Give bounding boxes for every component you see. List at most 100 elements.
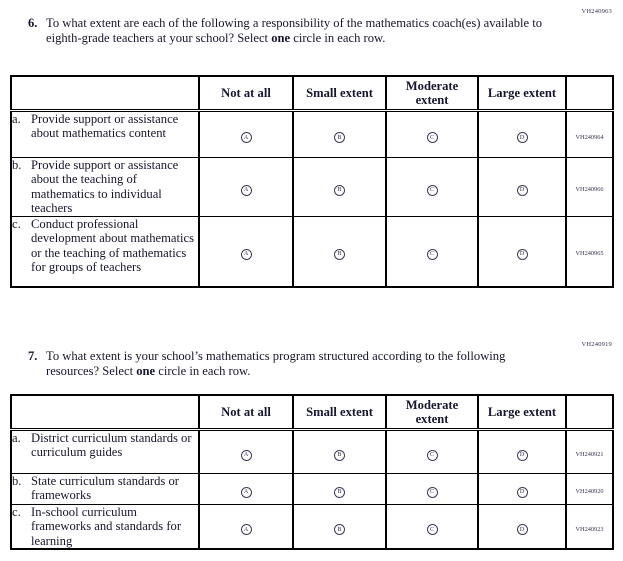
column-header-not-at-all: Not at all: [198, 394, 294, 432]
header-blank-label: [10, 394, 200, 432]
answer-circle-c[interactable]: C: [426, 184, 438, 196]
answer-circle-c[interactable]: C: [426, 486, 438, 498]
answer-cell-small-extent: B: [292, 157, 387, 218]
row-code: VH240921: [575, 451, 604, 459]
table-row-b: b. Provide support or assistance about th…: [10, 157, 614, 218]
answer-cell-small-extent: B: [292, 110, 387, 159]
answer-circle-a[interactable]: A: [240, 449, 252, 461]
answer-circle-b[interactable]: B: [334, 132, 345, 144]
row-code: VH240965: [575, 250, 604, 258]
answer-cell-not-at-all: A: [198, 504, 294, 550]
column-header-large-extent: Large extent: [477, 394, 567, 432]
answer-cell-large-extent: D: [477, 157, 567, 218]
row-label-cell: a. District curriculum standards or curri…: [10, 429, 200, 475]
column-header-moderate-extent: Moderate extent: [385, 75, 479, 113]
answer-cell-moderate-extent: C: [385, 473, 479, 506]
answer-circle-a[interactable]: A: [240, 248, 252, 260]
row-code: VH240923: [575, 525, 604, 533]
question-6-text-bold: one: [271, 30, 291, 45]
row-label-cell: b. Provide support or assistance about th…: [10, 157, 200, 218]
answer-circle-b[interactable]: B: [334, 248, 345, 260]
answer-circle-c[interactable]: C: [426, 524, 438, 536]
row-label-cell: b. State curriculum standards or framewor…: [10, 473, 200, 506]
answer-cell-large-extent: D: [477, 473, 567, 506]
answer-circle-d[interactable]: D: [516, 486, 528, 498]
answer-circle-a[interactable]: A: [240, 132, 252, 144]
header-blank-label: [10, 75, 200, 113]
answer-circle-d[interactable]: D: [516, 524, 528, 536]
answer-cell-small-extent: B: [292, 504, 387, 550]
question-7-text-after: circle in each row.: [155, 363, 251, 378]
column-header-not-at-all: Not at all: [198, 75, 294, 113]
question-7: 7. To what extent is your school’s mathe…: [28, 349, 548, 378]
table-header-row: Not at all Small extent Moderate extent …: [10, 75, 614, 113]
row-letter: a.: [12, 431, 21, 446]
answer-cell-moderate-extent: C: [385, 504, 479, 550]
question-6-response-table: Not at all Small extent Moderate extent …: [10, 75, 614, 288]
row-code: VH240966: [575, 186, 604, 194]
row-code-cell: VH240920: [565, 473, 614, 506]
answer-circle-a[interactable]: A: [240, 524, 252, 536]
question-7-text-bold: one: [136, 363, 156, 378]
question-6-text-after: circle in each row.: [290, 30, 386, 45]
question-6-accession-code: VH240963: [581, 8, 612, 15]
answer-circle-c[interactable]: C: [426, 449, 438, 461]
answer-circle-c[interactable]: C: [426, 248, 438, 260]
row-label-cell: c. In-school curriculum frameworks and st…: [10, 504, 200, 550]
row-label: State curriculum standards or frameworks: [31, 474, 179, 503]
header-blank-code: [565, 394, 614, 432]
row-code-cell: VH240965: [565, 216, 614, 288]
answer-cell-large-extent: D: [477, 216, 567, 288]
row-letter: c.: [12, 217, 21, 232]
answer-circle-b[interactable]: B: [334, 184, 345, 196]
question-7-response-table: Not at all Small extent Moderate extent …: [10, 394, 614, 550]
row-label: District curriculum standards or curricu…: [31, 431, 192, 460]
row-label: In-school curriculum frameworks and stan…: [31, 505, 182, 548]
row-label-cell: a. Provide support or assistance about ma…: [10, 110, 200, 159]
table-header-row: Not at all Small extent Moderate extent …: [10, 394, 614, 432]
row-letter: a.: [12, 112, 21, 127]
row-code-cell: VH240964: [565, 110, 614, 159]
question-6-number: 6.: [28, 16, 38, 30]
answer-cell-small-extent: B: [292, 216, 387, 288]
answer-cell-moderate-extent: C: [385, 157, 479, 218]
question-7-text: To what extent is your school’s mathemat…: [46, 349, 546, 378]
answer-cell-small-extent: B: [292, 429, 387, 475]
answer-cell-not-at-all: A: [198, 216, 294, 288]
answer-cell-not-at-all: A: [198, 110, 294, 159]
answer-cell-not-at-all: A: [198, 157, 294, 218]
answer-circle-d[interactable]: D: [516, 132, 528, 144]
answer-circle-a[interactable]: A: [240, 486, 252, 498]
row-label: Conduct professional development about m…: [31, 217, 194, 274]
answer-circle-b[interactable]: B: [334, 449, 345, 461]
answer-circle-d[interactable]: D: [516, 184, 528, 196]
answer-cell-moderate-extent: C: [385, 110, 479, 159]
answer-circle-c[interactable]: C: [426, 132, 438, 144]
answer-circle-a[interactable]: A: [240, 184, 252, 196]
row-label-cell: c. Conduct professional development about…: [10, 216, 200, 288]
answer-circle-b[interactable]: B: [334, 524, 345, 536]
answer-cell-moderate-extent: C: [385, 216, 479, 288]
column-header-moderate-extent: Moderate extent: [385, 394, 479, 432]
column-header-large-extent: Large extent: [477, 75, 567, 113]
table-row-a: a. District curriculum standards or curri…: [10, 429, 614, 475]
table-row-a: a. Provide support or assistance about ma…: [10, 110, 614, 159]
answer-cell-small-extent: B: [292, 473, 387, 506]
row-letter: b.: [12, 474, 22, 489]
table-row-c: c. Conduct professional development about…: [10, 216, 614, 288]
column-header-small-extent: Small extent: [292, 394, 387, 432]
answer-circle-d[interactable]: D: [516, 248, 528, 260]
answer-cell-large-extent: D: [477, 429, 567, 475]
row-code: VH240920: [575, 488, 604, 496]
answer-circle-d[interactable]: D: [516, 449, 528, 461]
row-code: VH240964: [575, 133, 604, 141]
answer-cell-large-extent: D: [477, 504, 567, 550]
header-blank-code: [565, 75, 614, 113]
answer-cell-not-at-all: A: [198, 429, 294, 475]
table-row-c: c. In-school curriculum frameworks and st…: [10, 504, 614, 550]
row-letter: c.: [12, 505, 21, 520]
answer-circle-b[interactable]: B: [334, 486, 345, 498]
answer-cell-not-at-all: A: [198, 473, 294, 506]
row-label: Provide support or assistance about math…: [31, 112, 179, 141]
